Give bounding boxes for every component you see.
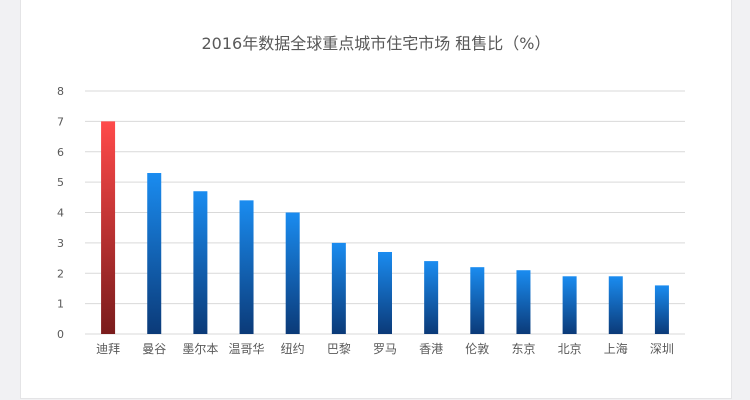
bar-2	[193, 191, 208, 334]
y-tick-label: 5	[57, 176, 64, 189]
y-tick-label: 4	[57, 207, 64, 220]
x-category-label: 北京	[558, 342, 582, 356]
x-category-label: 东京	[511, 342, 535, 356]
y-tick-label: 0	[57, 328, 64, 341]
x-category-label: 墨尔本	[182, 341, 218, 356]
x-category-label: 迪拜	[96, 342, 120, 356]
chart-frame: 2016年数据全球重点城市住宅市场 租售比（%） 0 1 2 3 4 5 6 7 8 迪拜 曼谷 墨…	[20, 0, 732, 399]
bar-11	[608, 276, 623, 334]
bar-9	[516, 270, 531, 334]
bar-0	[101, 121, 116, 334]
bars	[101, 121, 669, 334]
x-category-label: 伦敦	[465, 341, 489, 356]
x-category-label: 香港	[419, 342, 443, 356]
x-category-label: 温哥华	[229, 342, 265, 356]
bar-8	[470, 267, 485, 334]
x-category-label: 深圳	[650, 342, 674, 356]
bar-6	[378, 251, 392, 334]
y-tick-label: 2	[57, 267, 64, 280]
bar-4	[285, 212, 300, 334]
y-axis-ticks: 0 1 2 3 4 5 6 7 8	[57, 85, 64, 341]
bar-12	[654, 285, 669, 334]
y-tick-label: 3	[57, 237, 64, 250]
x-axis-labels: 迪拜 曼谷 墨尔本 温哥华 纽约 巴黎 罗马 香港 伦敦 东京 北京 上海 深圳	[96, 341, 674, 356]
bar-1	[147, 173, 162, 334]
x-category-label: 罗马	[373, 342, 397, 356]
x-category-label: 曼谷	[142, 342, 166, 356]
y-tick-label: 6	[57, 146, 64, 159]
y-tick-label: 1	[57, 298, 64, 311]
y-tick-label: 7	[57, 115, 64, 128]
x-category-label: 上海	[604, 341, 628, 356]
bar-3	[239, 200, 254, 334]
bar-5	[331, 242, 346, 334]
x-category-label: 巴黎	[327, 342, 351, 356]
bar-chart: 0 1 2 3 4 5 6 7 8 迪拜 曼谷 墨尔本 温哥华 纽约 巴黎 罗马 香港 伦敦 东京 北京 上海 深圳	[57, 85, 685, 356]
chart-title: 2016年数据全球重点城市住宅市场 租售比（%）	[201, 34, 551, 53]
y-tick-label: 8	[57, 85, 64, 98]
bar-7	[424, 261, 439, 334]
bar-10	[562, 276, 577, 334]
x-category-label: 纽约	[281, 341, 305, 356]
